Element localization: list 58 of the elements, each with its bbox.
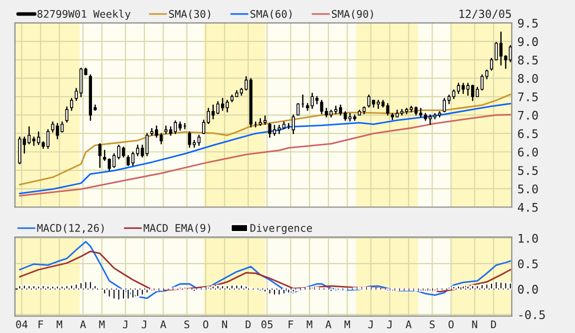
x-tick-label: O (448, 320, 454, 328)
x-tick-label: J (142, 320, 146, 328)
x-tick-label: M (99, 320, 105, 328)
y-tick-label: 7.5 (518, 92, 538, 102)
y-tick-label: 9.0 (518, 37, 538, 46)
x-tick-label: J (368, 320, 373, 328)
legend-label: MACD EMA(9) (144, 224, 210, 234)
y-tick-label: 9.5 (518, 18, 538, 28)
x-tick-label: M (306, 320, 312, 328)
x-tick-label: S (430, 320, 435, 328)
x-tick-label: F (38, 320, 44, 328)
legend-label: SMA(30) (169, 10, 210, 20)
y-tick-label: 8.5 (518, 56, 538, 64)
x-tick-label: O (203, 320, 208, 328)
candlestick (98, 143, 102, 168)
x-tick-label: A (160, 320, 166, 328)
y-tick-label: 8.0 (518, 74, 538, 83)
legend-label: Divergence (250, 224, 312, 234)
x-tick-label: J (387, 320, 392, 328)
y-tick-label: 0.5 (518, 259, 538, 268)
y-tick-label: 5.0 (518, 184, 538, 194)
line-series (18, 94, 512, 186)
x-tick-label: A (406, 320, 412, 328)
y-tick-label: 7.0 (518, 110, 538, 120)
x-tick-label: 05 (261, 320, 272, 328)
candlestick (65, 106, 68, 123)
text: 12/30/05 (460, 10, 511, 19)
candlestick (70, 98, 74, 111)
legend-label: SMA(60) (250, 10, 292, 20)
legend-title: 82799W01 Weekly (37, 10, 130, 20)
x-tick-label: F (288, 320, 294, 328)
x-tick-label: S (184, 320, 190, 328)
x-tick-label: N (472, 320, 478, 328)
y-tick-label: 5.5 (518, 166, 538, 175)
x-tick-label: M (56, 320, 62, 328)
x-tick-label: A (325, 320, 332, 328)
y-tick-label: 6.5 (518, 129, 538, 138)
y-tick-label: 6.0 (518, 148, 538, 157)
y-tick-label: -0.5 (519, 310, 545, 320)
candlestick (320, 100, 324, 114)
line-series (18, 250, 512, 292)
x-tick-label: M (344, 320, 350, 328)
y-tick-label: 4.5 (518, 203, 538, 212)
x-tick-label: J (122, 320, 128, 328)
y-tick-label: 0.0 (518, 284, 538, 294)
x-tick-label: N (222, 320, 228, 328)
x-tick-label: A (80, 320, 86, 328)
x-tick-label: D (246, 320, 251, 328)
y-tick-label: 1.0 (518, 234, 538, 243)
candlestick (296, 103, 300, 116)
candlestick (292, 114, 295, 134)
legend-label: MACD(12,26) (37, 224, 104, 234)
candlestick (103, 150, 106, 161)
legend-label: SMA(90) (332, 10, 373, 20)
x-tick-label: 04 (16, 320, 28, 328)
line-series (18, 240, 512, 299)
x-tick-label: D (491, 320, 496, 328)
candlestick (18, 136, 22, 164)
